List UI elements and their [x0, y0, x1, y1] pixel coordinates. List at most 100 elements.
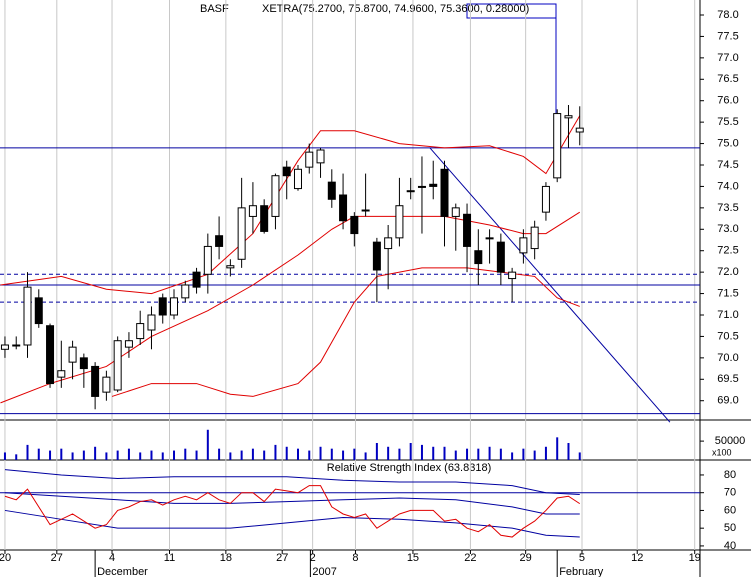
y-tick-label: 72.0 [717, 266, 738, 278]
candle-body [124, 340, 133, 348]
candle-body [463, 213, 472, 247]
candle-body [316, 149, 325, 164]
y-tick-label: 73.5 [717, 202, 738, 214]
rsi-band [4, 469, 580, 495]
candle-body [23, 286, 32, 346]
candle-body [113, 340, 122, 391]
x-tick-label: 19 [689, 552, 701, 564]
candle-body [192, 271, 201, 288]
y-tick-label: 72.5 [717, 245, 738, 257]
candle-body [282, 166, 291, 177]
candle-body [271, 175, 280, 217]
rsi-line [4, 485, 581, 538]
candle-body [530, 226, 539, 250]
x-tick-label: 12 [631, 552, 643, 564]
candle-body [226, 265, 235, 269]
y-tick-label: 70 [724, 487, 736, 499]
trend-line [429, 147, 671, 423]
candle-body [293, 168, 302, 190]
x-tick-label: 2 [310, 552, 316, 564]
candle-body [305, 151, 314, 168]
y-tick-label: 50 [724, 522, 736, 534]
rsi-band [4, 492, 580, 515]
candle-body [519, 237, 528, 254]
y-tick-label: 71.0 [717, 309, 738, 321]
candle-body [147, 314, 156, 331]
y-tick-label: 78.0 [717, 9, 738, 21]
y-tick-label: 73.0 [717, 223, 738, 235]
y-tick-label: 75.0 [717, 137, 738, 149]
candle-body [496, 241, 505, 273]
y-tick-label: 70.0 [717, 352, 738, 364]
candle-body [508, 271, 517, 280]
y-tick-label: 75.5 [717, 116, 738, 128]
candle-body [541, 185, 550, 213]
candle-body [451, 207, 460, 217]
candle-body [372, 241, 381, 271]
candle-body [79, 357, 88, 370]
y-tick-label: 77.0 [717, 52, 738, 64]
candle-body [260, 205, 269, 232]
candle-body [327, 181, 336, 200]
y-tick-label: 76.5 [717, 73, 738, 85]
candle-body [417, 185, 426, 188]
candle-body [0, 344, 9, 350]
candle-body [406, 190, 415, 193]
candle-body [181, 284, 190, 299]
month-label: February [559, 566, 604, 577]
y-tick-label: 74.5 [717, 159, 738, 171]
x-tick-label: 29 [520, 552, 532, 564]
candle-body [553, 113, 562, 179]
chart-title: BASF [200, 3, 229, 15]
x-tick-label: 27 [51, 552, 63, 564]
candle-body [440, 168, 449, 217]
x-tick-label: 15 [407, 552, 419, 564]
candle-body [46, 325, 55, 385]
volume-unit: x100 [712, 447, 732, 457]
y-tick-label: 71.5 [717, 287, 738, 299]
x-tick-label: 22 [464, 552, 476, 564]
candle-body [158, 297, 167, 316]
x-tick-label: 27 [276, 552, 288, 564]
candle-body [350, 215, 359, 235]
y-tick-label: 50000 [715, 435, 746, 447]
candle-body [215, 235, 224, 247]
y-tick-label: 60 [724, 504, 736, 516]
candle-body [361, 209, 370, 212]
y-tick-label: 40 [724, 540, 736, 552]
candle-body [339, 194, 348, 222]
x-tick-label: 4 [109, 552, 115, 564]
y-tick-label: 76.0 [717, 95, 738, 107]
month-label: 2007 [312, 566, 336, 577]
y-tick-label: 74.0 [717, 180, 738, 192]
candle-body [485, 237, 494, 240]
rsi-title: Relative Strength Index (63.8318) [327, 462, 492, 474]
candle-body [57, 370, 66, 378]
candle-body [395, 205, 404, 239]
candle-body [384, 237, 393, 250]
bollinger-band [111, 267, 580, 397]
x-tick-label: 8 [352, 552, 358, 564]
y-tick-label: 69.0 [717, 395, 738, 407]
annotation: XETRA(75.2700, 75.8700, 74.9600, 75.3600… [262, 3, 529, 15]
candle-body [12, 344, 21, 347]
candle-body [429, 183, 438, 187]
candle-body [136, 323, 145, 340]
y-tick-label: 69.5 [717, 373, 738, 385]
x-tick-label: 11 [164, 552, 175, 564]
candle-body [237, 207, 246, 260]
candle-body [91, 365, 100, 397]
x-tick-label: 5 [579, 552, 585, 564]
candle-body [474, 250, 483, 265]
candle-body [170, 297, 179, 316]
candle-body [575, 127, 584, 133]
x-tick-label: 20 [0, 552, 11, 564]
candle-body [564, 115, 573, 119]
rsi-band [4, 509, 580, 538]
candle-body [68, 346, 77, 363]
y-tick-label: 80 [724, 469, 736, 481]
candle-body [248, 205, 257, 217]
bollinger-band [0, 115, 581, 295]
